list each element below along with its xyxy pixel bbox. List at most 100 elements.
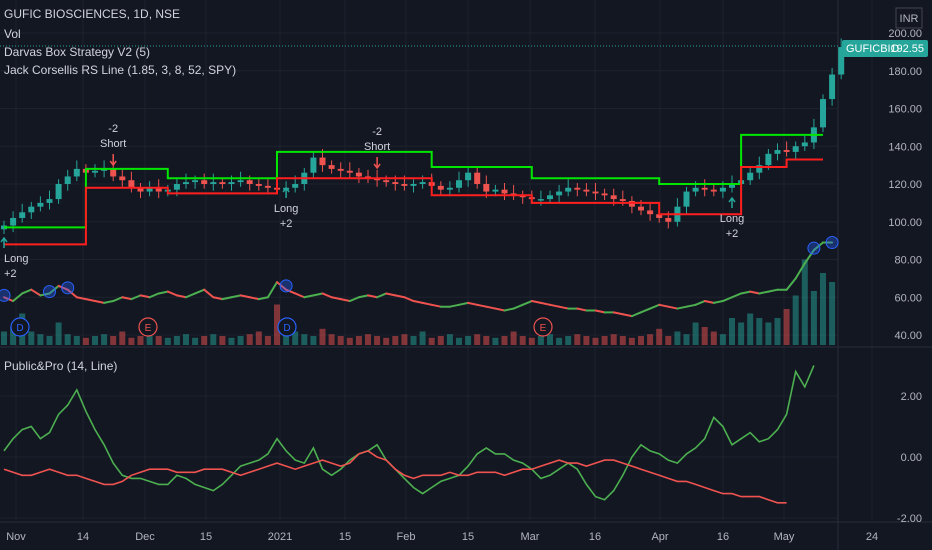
- currency-box[interactable]: [895, 7, 923, 29]
- price-tick-label: 120.00: [888, 179, 922, 191]
- rs-line-segment: [594, 309, 606, 314]
- rs-line-segment: [30, 288, 42, 297]
- candle: [792, 141, 799, 159]
- rs-line-segment: [794, 262, 806, 280]
- rs-study-label[interactable]: Jack Corsellis RS Line (1.85, 3, 8, 52, …: [4, 63, 236, 77]
- rs-new-high-marker: [807, 241, 821, 255]
- rs-line-segment: [612, 311, 624, 316]
- rs-line-segment: [66, 288, 78, 299]
- candle: [37, 196, 44, 212]
- earnings-marker[interactable]: E: [533, 317, 553, 337]
- indicator-tick-label: -2.00: [897, 513, 922, 525]
- volume-bar: [1, 331, 7, 345]
- volume-bar: [237, 336, 244, 345]
- rs-new-high-marker: [279, 279, 293, 293]
- dividend-marker[interactable]: D: [10, 317, 30, 337]
- candle: [201, 173, 208, 189]
- volume-bar: [674, 331, 681, 345]
- price-axis[interactable]: 200.00 180.00 160.00 140.00 120.00 100.00 80.0…: [888, 28, 922, 342]
- time-tick-label: 24: [866, 531, 878, 543]
- candle: [119, 169, 126, 187]
- volume-bar: [456, 337, 462, 345]
- darvas-study-label[interactable]: Darvas Box Strategy V2 (5): [4, 45, 150, 59]
- candle: [210, 173, 217, 191]
- candle: [310, 150, 317, 178]
- earnings-marker[interactable]: E: [138, 317, 158, 337]
- rs-line-segment: [403, 296, 415, 303]
- svg-text:+2: +2: [4, 268, 17, 280]
- darvas-top-line: [4, 133, 823, 229]
- time-axis[interactable]: Nov 14 Dec 15 2021 15 Feb 15 Mar 16 Apr 16 May 24: [6, 531, 878, 543]
- svg-text:+2: +2: [726, 228, 739, 240]
- rs-line-segment: [75, 296, 87, 301]
- volume-bar: [683, 334, 690, 345]
- rs-line-segment: [758, 290, 770, 295]
- rs-line-segment: [276, 281, 288, 291]
- volume-bar: [164, 337, 171, 345]
- candle: [710, 184, 717, 197]
- volume-bar: [756, 318, 763, 345]
- candle: [501, 183, 508, 201]
- lower-pane-title[interactable]: Public&Pro (14, Line): [4, 359, 117, 373]
- volume-bar: [483, 336, 490, 345]
- rs-line-segment: [512, 303, 524, 310]
- price-tag-value: 192.55: [890, 43, 924, 55]
- rs-line-segment: [421, 301, 433, 306]
- volume-bar: [365, 334, 371, 345]
- rs-line-segment: [812, 241, 824, 252]
- candle: [10, 211, 17, 233]
- volume-bar: [537, 336, 544, 345]
- volume-bar: [574, 334, 581, 345]
- candle: [355, 167, 362, 184]
- rs-line-segment: [21, 288, 33, 295]
- volume-bar: [428, 337, 435, 345]
- volume-bar: [137, 336, 144, 345]
- candle: [701, 179, 708, 197]
- volume-bar: [665, 336, 672, 345]
- svg-text:Long: Long: [720, 213, 744, 225]
- symbol-title[interactable]: GUFIC BIOSCIENCES, 1D, NSE: [4, 7, 180, 21]
- candle: [255, 177, 262, 191]
- volume-bar: [228, 337, 235, 345]
- dividend-marker[interactable]: D: [277, 317, 297, 337]
- candle: [647, 201, 654, 221]
- rs-line-segment: [257, 296, 269, 301]
- volume-bar: [446, 334, 453, 345]
- volume-bar: [355, 336, 362, 345]
- candle: [137, 183, 144, 199]
- rs-line-segment: [112, 296, 124, 303]
- rs-line-segment: [703, 300, 715, 304]
- indicator-axis[interactable]: 2.00 0.00 -2.00: [897, 391, 922, 525]
- rs-line-segment: [649, 303, 661, 310]
- candle: [410, 179, 417, 193]
- rs-line-segment: [712, 300, 724, 304]
- currency-label: INR: [900, 13, 919, 25]
- price-tag-ticker: GUFICBIO: [846, 43, 900, 55]
- rs-line-segment: [175, 294, 187, 299]
- volume-bar: [710, 331, 717, 345]
- rs-line-segment: [494, 307, 506, 312]
- rs-line-segment: [503, 307, 515, 312]
- price-tag[interactable]: [842, 40, 928, 57]
- candle: [783, 141, 790, 157]
- candle: [465, 167, 472, 187]
- volume-bar: [183, 334, 189, 345]
- rs-line-segment: [203, 288, 215, 299]
- rs-line-segment: [731, 292, 743, 299]
- rs-line-segment: [12, 292, 24, 303]
- candle: [838, 38, 845, 80]
- volume-study-label[interactable]: Vol: [4, 27, 21, 41]
- volume-bar: [274, 304, 280, 345]
- rs-line-segment: [430, 303, 442, 308]
- rs-line-segment: [539, 301, 551, 306]
- rs-line-segment: [558, 305, 570, 310]
- volume-bar: [656, 328, 663, 345]
- rs-line-segment: [185, 292, 197, 299]
- short-signal: -2 Short: [100, 123, 126, 167]
- candle: [46, 190, 53, 210]
- rs-line-segment: [803, 249, 815, 265]
- volume-bar: [519, 336, 526, 345]
